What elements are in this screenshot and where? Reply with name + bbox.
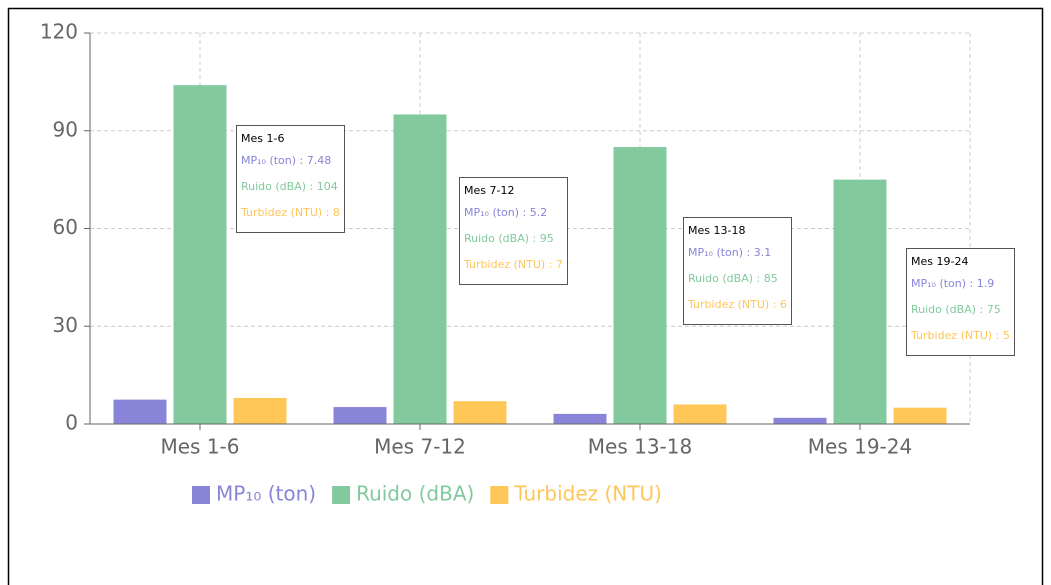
tooltip-row: Turbidez (NTU)5 [911,323,1010,349]
tooltip-row: Ruido (dBA)95 [464,226,563,252]
legend-label: Turbidez (NTU) [513,482,662,506]
tooltip-name: MP₁₀ (ton) [911,277,977,290]
bar [893,407,947,424]
tooltip-value: 6 [779,298,787,311]
tooltip-name: Ruido (dBA) [688,272,764,285]
frame [7,7,1044,585]
legend-label: Ruido (dBA) [356,482,474,506]
legend-swatch [490,486,509,504]
tooltip-name: Turbidez (NTU) [241,206,333,219]
tooltip-value: 5 [1002,329,1010,342]
bar [113,399,167,424]
tooltip-value: 1.9 [976,277,995,290]
tooltip-value: 7.48 [306,154,332,167]
tooltip-row: Turbidez (NTU)8 [241,200,340,226]
tooltip-row: Ruido (dBA)75 [911,297,1010,323]
y-tick-label: 120 [40,20,78,44]
tooltip-value: 3.1 [753,246,772,259]
tooltip-name: Ruido (dBA) [464,232,540,245]
bar [673,404,727,424]
tooltip-row: MP₁₀ (ton)1.9 [911,271,1010,297]
x-tick-label: Mes 19-24 [808,435,912,459]
tooltip-title: Mes 19-24 [911,255,969,268]
tooltip-name: MP₁₀ (ton) [241,154,307,167]
y-tick-label: 90 [53,117,78,141]
legend-swatch [192,486,210,504]
x-tick-label: Mes 7-12 [374,435,466,459]
tooltip-name: Turbidez (NTU) [911,329,1003,342]
legend-swatch [332,486,351,504]
bar [453,401,507,424]
tooltip-name: MP₁₀ (ton) [688,246,754,259]
tooltip-name: Ruido (dBA) [241,180,317,193]
tooltip-value: 5.2 [529,206,548,219]
tooltip-name: Ruido (dBA) [911,303,987,316]
tooltip-name: Turbidez (NTU) [464,258,556,271]
y-tick-label: 30 [53,313,78,337]
bar [773,417,827,424]
tooltip-row: Turbidez (NTU)6 [688,292,787,318]
x-tick-label: Mes 13-18 [588,435,692,459]
y-tick-label: 0 [65,411,78,435]
tooltip-row: Ruido (dBA)85 [688,266,787,292]
bar [833,179,887,424]
tooltip-title: Mes 13-18 [688,224,746,237]
tooltip-row: MP₁₀ (ton)3.1 [688,240,787,266]
tooltip-value: 75 [986,303,1001,316]
bar [233,397,287,424]
tooltip-value: 104 [316,180,338,193]
x-tick-label: Mes 1-6 [160,435,239,459]
tooltip-row: MP₁₀ (ton)7.48 [241,148,340,174]
tooltip-title: Mes 1-6 [241,132,285,145]
tooltip-value: 7 [555,258,563,271]
bar [553,413,607,424]
bar [613,147,667,424]
tooltip-value: 8 [332,206,340,219]
bar [173,85,227,424]
tooltip-name: MP₁₀ (ton) [464,206,530,219]
tooltip-value: 95 [539,232,554,245]
tooltip-title: Mes 7-12 [464,184,515,197]
tooltip-row: Turbidez (NTU)7 [464,252,563,278]
tooltip-value: 85 [763,272,778,285]
tooltip-row: Ruido (dBA)104 [241,174,340,200]
bar [393,114,447,424]
bar [333,407,387,424]
tooltip-name: Turbidez (NTU) [688,298,780,311]
y-tick-label: 60 [53,215,78,239]
legend-label: MP₁₀ (ton) [216,482,316,506]
tooltip-row: MP₁₀ (ton)5.2 [464,200,563,226]
